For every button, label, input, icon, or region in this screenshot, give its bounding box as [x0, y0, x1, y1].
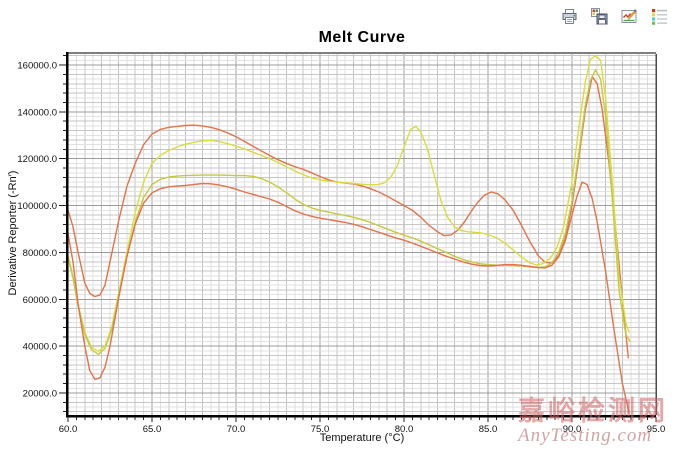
y-tick-label: 60000.0 — [23, 295, 57, 306]
y-tick-label: 20000.0 — [23, 388, 57, 399]
x-tick-label: 60.0 — [59, 424, 78, 435]
chart-toolbar — [561, 8, 668, 25]
edit-plot-icon[interactable] — [621, 8, 638, 25]
melt-curve-orange-2 — [67, 181, 630, 414]
legend-list-icon[interactable] — [651, 8, 668, 25]
x-tick-label: 75.0 — [311, 424, 330, 435]
x-tick-label: 85.0 — [479, 424, 498, 435]
x-tick-label: 65.0 — [143, 424, 162, 435]
melt-curve-orange-1 — [67, 75, 629, 359]
y-tick-label: 120000.0 — [17, 154, 57, 165]
y-tick-label: 160000.0 — [17, 61, 57, 72]
x-tick-label: 70.0 — [227, 424, 246, 435]
y-tick-label: 100000.0 — [17, 201, 57, 212]
print-icon[interactable] — [561, 8, 578, 25]
y-tick-label: 40000.0 — [23, 342, 57, 353]
y-tick-label: 80000.0 — [23, 248, 57, 259]
x-tick-label: 90.0 — [563, 424, 582, 435]
save-export-icon[interactable] — [591, 8, 608, 25]
chart-title: Melt Curve — [318, 29, 406, 46]
x-tick-label: 95.0 — [647, 424, 666, 435]
x-axis-title: Temperature (°C) — [319, 432, 405, 444]
y-tick-label: 140000.0 — [17, 107, 57, 118]
y-axis-title: Derivative Reporter (-Rn′) — [7, 170, 19, 296]
melt-curve-yellow-2 — [67, 69, 631, 355]
melt-curve-yellow-1 — [67, 55, 630, 352]
x-tick-label: 80.0 — [395, 424, 414, 435]
